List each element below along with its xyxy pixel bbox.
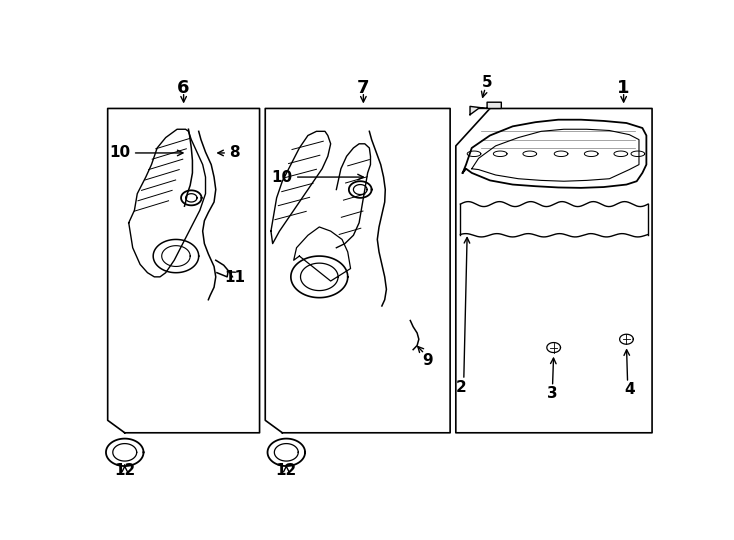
Text: 6: 6 — [178, 79, 190, 97]
Text: 9: 9 — [422, 353, 432, 368]
Text: 11: 11 — [225, 270, 246, 285]
Text: 8: 8 — [229, 145, 239, 160]
Text: 10: 10 — [109, 145, 131, 160]
Text: 2: 2 — [456, 380, 467, 395]
Text: 3: 3 — [548, 386, 558, 401]
Text: 7: 7 — [357, 79, 370, 97]
Text: 12: 12 — [276, 463, 297, 478]
Text: 4: 4 — [624, 382, 635, 396]
Polygon shape — [470, 102, 501, 114]
Text: 12: 12 — [114, 463, 135, 478]
Text: 1: 1 — [617, 79, 630, 97]
Text: 5: 5 — [482, 75, 493, 90]
Text: 10: 10 — [272, 170, 293, 185]
